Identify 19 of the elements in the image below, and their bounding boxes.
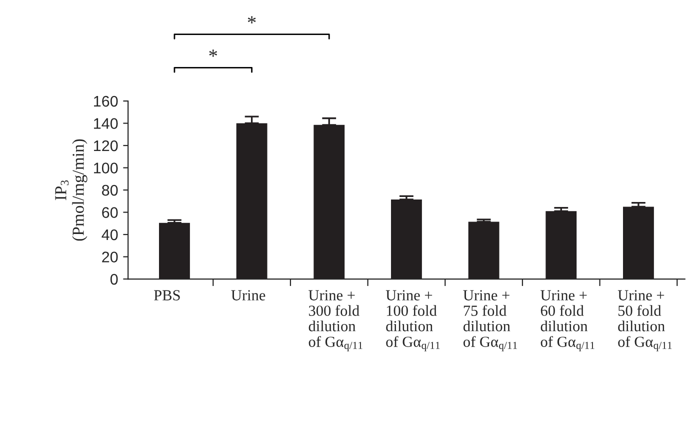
y-axis-title: IP$_{3}$ (Pmol/mg/min) <box>55 139 88 241</box>
x-tick-label: Urine + 300 fold dilution of Gα$_{q/11}$ <box>308 290 362 352</box>
y-tick-label: 80 <box>102 184 118 196</box>
x-tick-label: Urine + 60 fold dilution of Gα$_{q/11}$ <box>540 290 594 352</box>
y-tick-label: 100 <box>94 162 118 174</box>
x-tick-label: PBS <box>154 290 180 300</box>
text: * <box>209 50 218 57</box>
y-tick-label: 140 <box>94 118 118 129</box>
y-tick-label: 120 <box>94 140 118 152</box>
y-tick-label: 160 <box>94 96 118 107</box>
y-tick-label: 40 <box>102 229 118 240</box>
text: * <box>248 16 256 24</box>
y-tick-label: 20 <box>102 252 118 262</box>
x-tick-label: Urine <box>231 290 266 300</box>
x-tick-label: Urine + 100 fold dilution of Gα$_{q/11}$ <box>386 290 440 352</box>
x-tick-label: Urine + 75 fold dilution of Gα$_{q/11}$ <box>463 290 517 352</box>
x-tick-label: Urine + 50 fold dilution of Gα$_{q/11}$ <box>618 290 672 352</box>
y-tick-label: 0 <box>110 274 118 285</box>
y-tick-label: 60 <box>102 207 118 218</box>
